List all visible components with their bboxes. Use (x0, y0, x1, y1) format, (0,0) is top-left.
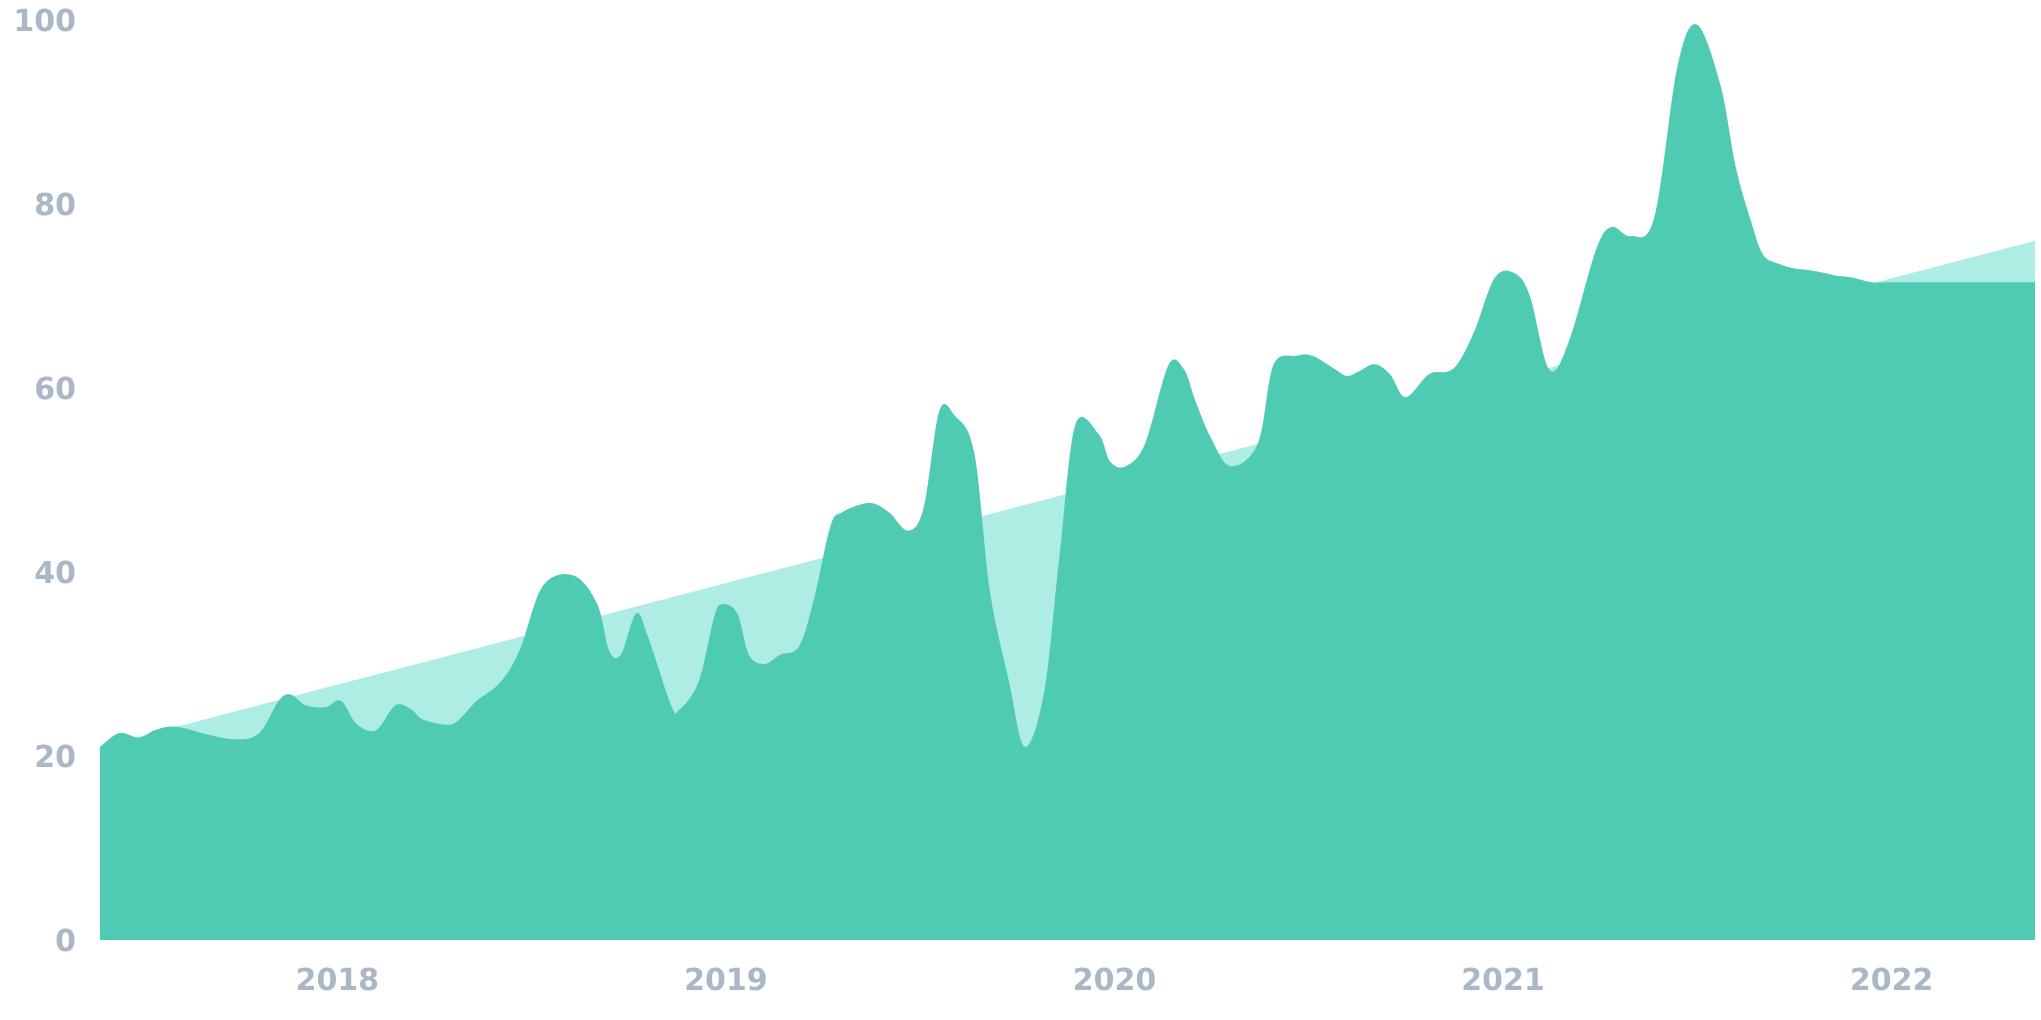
y-axis-ticks: 0 20 40 60 80 100 (13, 4, 76, 959)
x-axis-ticks: 2018 2019 2020 2021 2022 (296, 963, 1934, 998)
y-tick-label: 40 (34, 556, 76, 591)
x-tick-label: 2019 (684, 963, 768, 998)
plot-area (100, 24, 2035, 941)
y-tick-label: 20 (34, 740, 76, 775)
y-tick-label: 100 (13, 4, 76, 39)
y-tick-label: 60 (34, 372, 76, 407)
series-area (100, 24, 2035, 940)
x-tick-label: 2020 (1073, 963, 1157, 998)
y-tick-label: 80 (34, 188, 76, 223)
x-tick-label: 2018 (296, 963, 380, 998)
y-tick-label: 0 (55, 924, 76, 959)
x-tick-label: 2022 (1850, 963, 1934, 998)
x-tick-label: 2021 (1461, 963, 1545, 998)
